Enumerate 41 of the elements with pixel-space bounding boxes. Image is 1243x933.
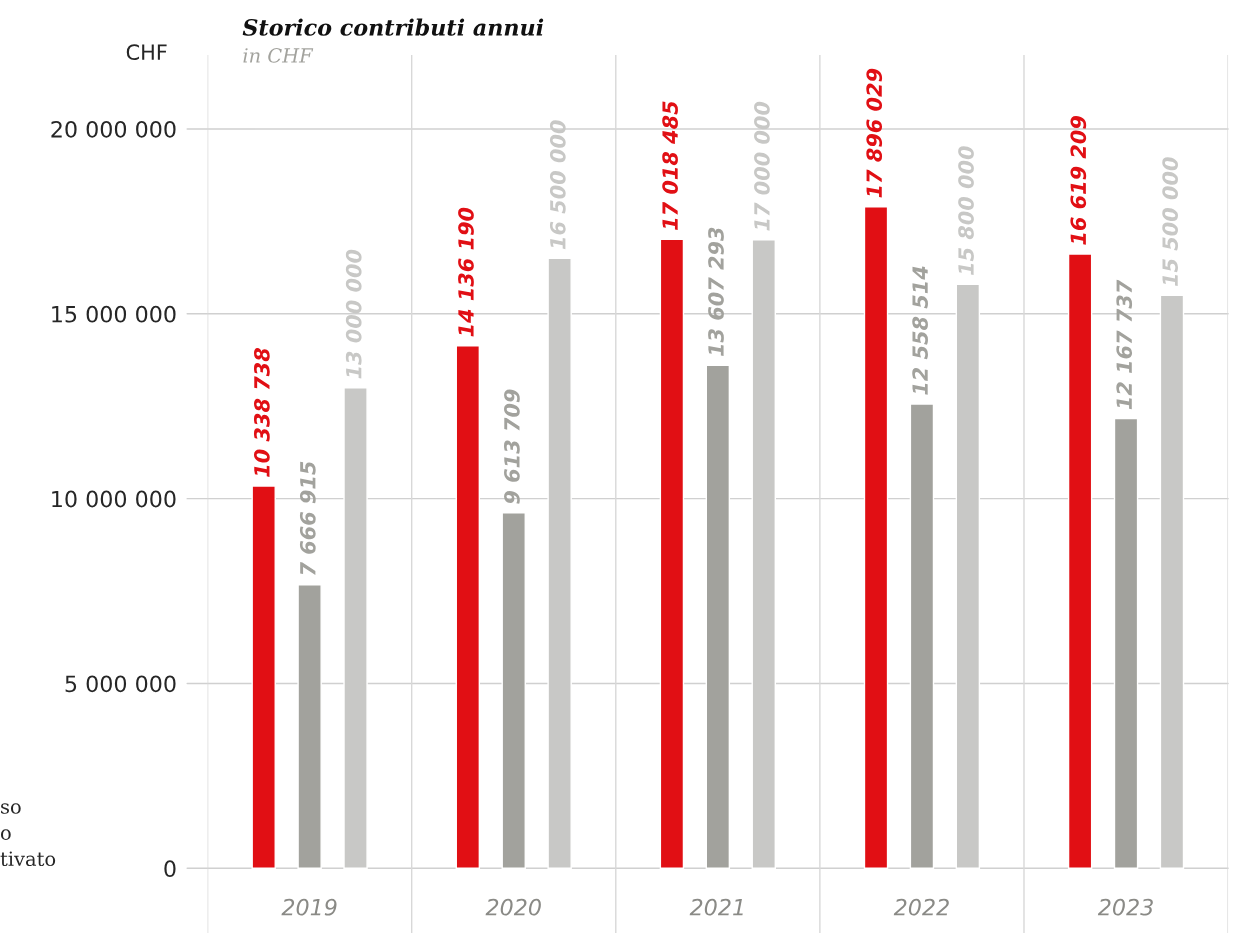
y-tick-label: 10 000 000	[52, 490, 176, 508]
bar	[909, 403, 935, 870]
data-label: 15 800 000	[958, 146, 974, 276]
data-label: 14 136 190	[458, 207, 474, 337]
bar	[501, 512, 526, 870]
y-tick-label: 20 000 000	[51, 120, 176, 138]
x-tick-label: 2022	[893, 898, 949, 916]
data-label: 7 666 915	[299, 461, 316, 575]
x-tick-label: 2019	[281, 898, 337, 916]
data-label: 16 619 209	[1070, 116, 1087, 245]
y-tick-label: 15 000 000	[52, 305, 176, 323]
data-label: 10 338 738	[254, 348, 270, 477]
chart-subtitle: in CHF	[243, 48, 314, 63]
text: so	[1, 803, 21, 814]
data-label: 13 000 000	[345, 249, 362, 379]
data-label: 17 000 000	[754, 101, 770, 231]
bar	[705, 364, 731, 870]
x-tick-label: 2020	[485, 898, 541, 916]
bar	[659, 238, 685, 870]
data-label: 17 018 485	[662, 101, 678, 230]
x-tick-label: 2021	[689, 898, 743, 916]
data-label: 17 896 029	[866, 68, 883, 198]
bar	[455, 345, 481, 870]
x-tick-label: 2023	[1097, 898, 1153, 916]
data-label: 15 500 000	[1162, 157, 1178, 287]
bar	[297, 584, 322, 870]
data-label: 12 167 737	[1116, 279, 1133, 410]
bar	[251, 485, 276, 870]
bar	[1067, 253, 1093, 870]
text: tivato	[0, 851, 56, 867]
data-label: 13 607 293	[708, 227, 724, 357]
text: o	[0, 829, 11, 840]
y-axis-title: CHF	[126, 44, 167, 61]
chart-title: Storico contributi annui	[242, 18, 544, 36]
bar	[863, 206, 889, 870]
data-label: 16 500 000	[549, 120, 566, 250]
y-tick-label: 0	[164, 860, 176, 878]
data-label: 9 613 709	[504, 389, 520, 504]
y-tick-label: 5 000 000	[65, 675, 176, 693]
data-label: 12 558 514	[912, 266, 928, 395]
bar	[1113, 417, 1139, 870]
